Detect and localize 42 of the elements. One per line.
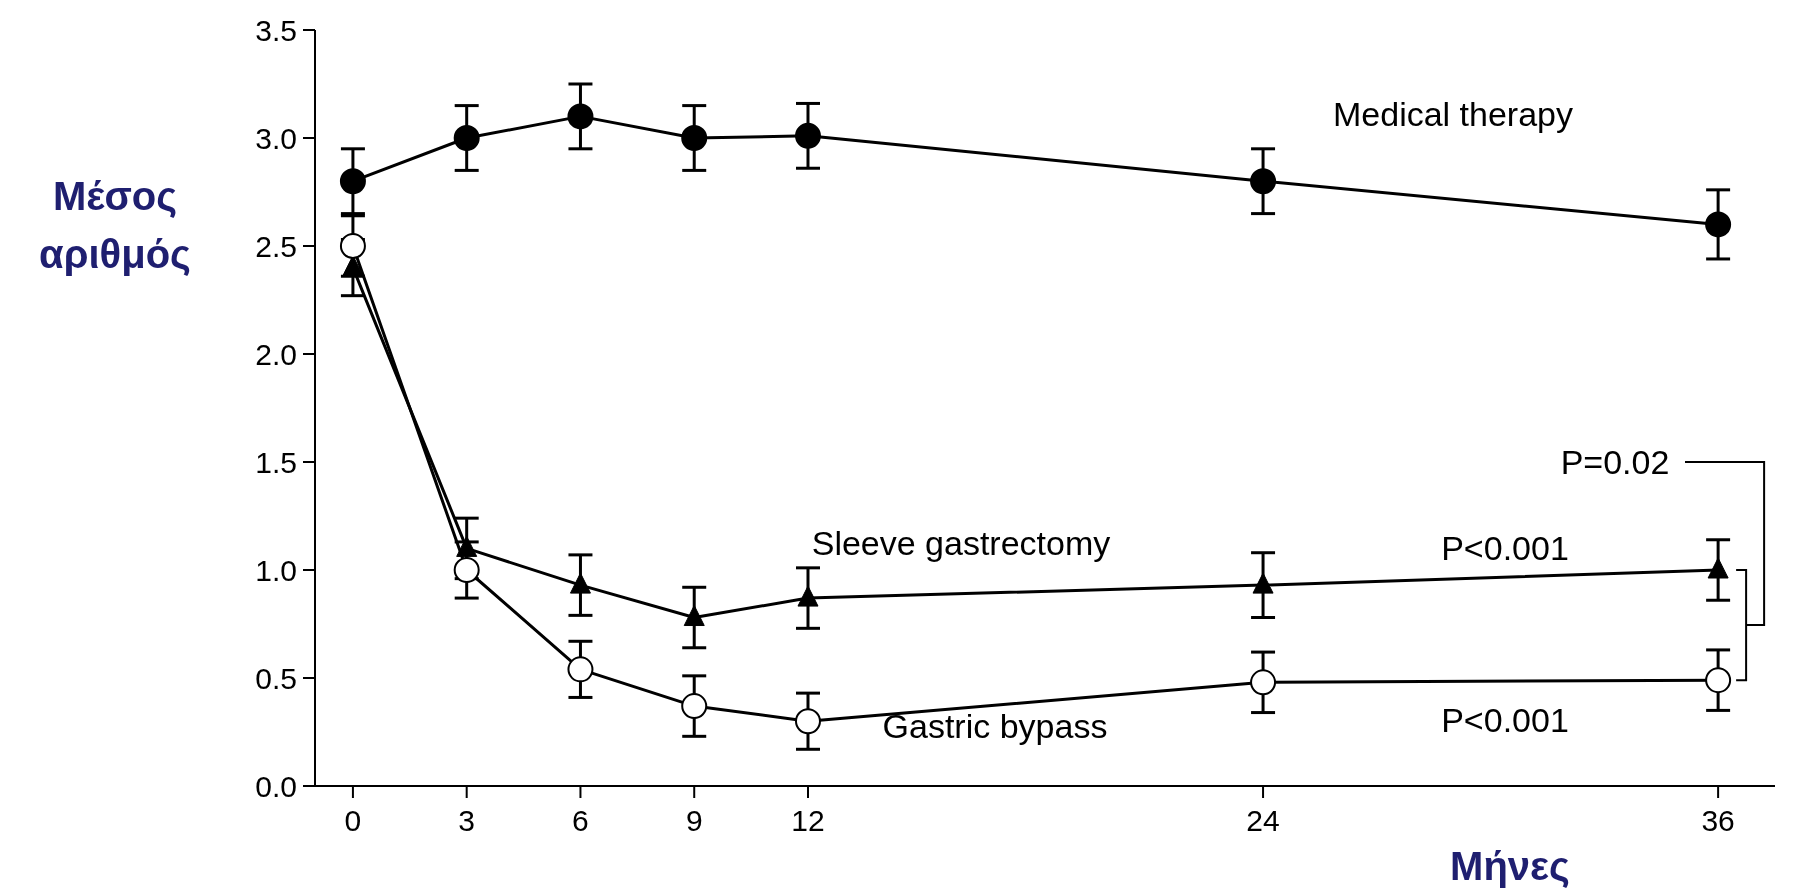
y-tick-label: 1.5 xyxy=(255,445,297,479)
y-tick-label: 1.0 xyxy=(255,553,297,587)
point xyxy=(794,708,821,735)
point xyxy=(1252,572,1274,594)
annotation: P<0.001 xyxy=(1441,528,1569,567)
y-tick-label: 0.5 xyxy=(255,661,297,695)
point xyxy=(1705,667,1732,694)
point xyxy=(1705,211,1732,238)
x-tick-label: 24 xyxy=(1246,804,1280,837)
x-tick-label: 36 xyxy=(1701,804,1735,837)
point xyxy=(339,168,366,195)
x-tick-label: 12 xyxy=(791,804,825,837)
series-label: Sleeve gastrectomy xyxy=(811,524,1111,562)
annotation: P<0.001 xyxy=(1441,700,1569,739)
point xyxy=(567,103,594,130)
point xyxy=(1250,669,1277,696)
point xyxy=(339,233,366,259)
series-label: Medical therapy xyxy=(1332,95,1574,133)
y-axis-title: Μέσος αριθμός xyxy=(39,174,191,277)
point xyxy=(681,693,708,720)
point xyxy=(797,585,819,607)
y-tick-label: 0.0 xyxy=(255,769,297,803)
point xyxy=(683,605,705,627)
point xyxy=(1707,557,1729,579)
point xyxy=(681,125,708,151)
series-label: Gastric bypass xyxy=(882,707,1108,745)
point xyxy=(569,572,591,594)
point xyxy=(794,122,821,149)
point xyxy=(567,656,594,683)
point xyxy=(453,557,480,583)
point xyxy=(1250,168,1277,195)
y-tick-label: 2.0 xyxy=(255,337,297,371)
x-tick-label: 6 xyxy=(572,804,589,837)
x-axis-title: Μήνες xyxy=(1450,844,1570,889)
y-tick-label: 3.0 xyxy=(255,121,297,155)
x-tick-label: 9 xyxy=(685,804,703,837)
y-tick-label: 3.5 xyxy=(255,13,297,47)
y-tick-label: 2.5 xyxy=(255,229,297,263)
annotation: P=0.02 xyxy=(1560,442,1670,481)
point xyxy=(453,125,480,151)
x-tick-label: 0 xyxy=(344,804,362,837)
x-tick-label: 3 xyxy=(458,804,476,837)
